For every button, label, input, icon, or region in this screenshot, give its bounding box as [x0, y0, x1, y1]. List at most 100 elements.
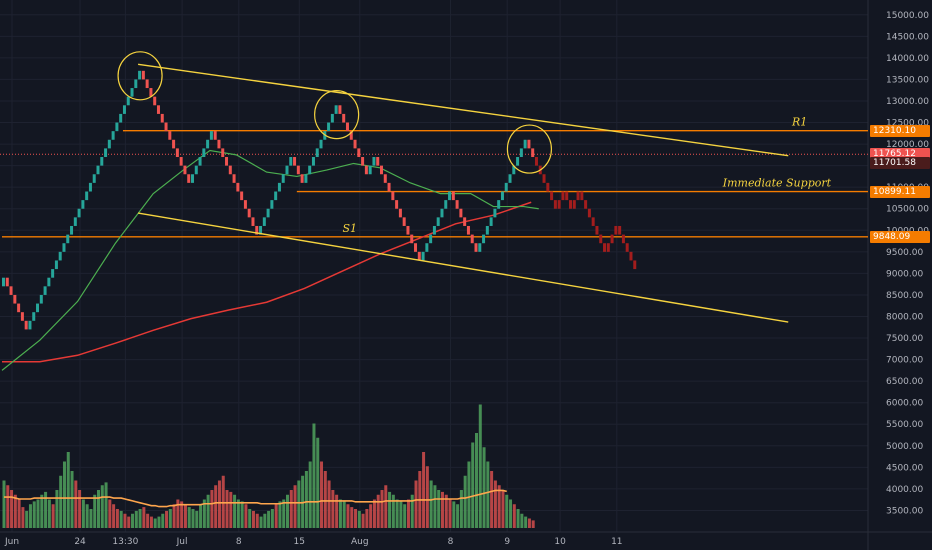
- volume-bar: [354, 509, 358, 528]
- volume-bar: [448, 499, 452, 528]
- renko-brick: [338, 105, 342, 114]
- projection-brick: [584, 200, 588, 209]
- projection-brick: [572, 200, 576, 209]
- renko-brick: [2, 277, 5, 287]
- y-tick-label: 14500.00: [886, 32, 929, 42]
- renko-brick: [421, 251, 425, 261]
- renko-brick: [478, 243, 482, 252]
- volume-bar: [512, 504, 516, 528]
- renko-brick: [28, 320, 32, 330]
- renko-brick: [531, 148, 535, 158]
- renko-brick: [66, 234, 70, 244]
- volume-bar: [516, 509, 520, 528]
- renko-brick: [383, 174, 387, 183]
- renko-brick: [504, 182, 508, 192]
- volume-bar: [274, 504, 278, 528]
- volume-bar: [233, 494, 237, 528]
- peak-circle: [117, 51, 163, 101]
- renko-brick: [293, 157, 297, 166]
- volume-bar: [350, 507, 354, 528]
- projection-brick: [569, 200, 572, 209]
- projection-brick: [625, 243, 629, 252]
- volume-bar: [2, 480, 6, 528]
- volume-bar: [422, 452, 426, 528]
- renko-brick: [232, 174, 236, 183]
- renko-brick: [251, 217, 255, 226]
- renko-brick: [107, 139, 111, 149]
- projection-brick: [599, 234, 603, 244]
- volume-bar: [403, 504, 407, 528]
- x-tick-label: 13:30: [112, 537, 138, 547]
- volume-bar: [437, 490, 441, 528]
- projection-brick: [618, 225, 622, 235]
- volume-bar: [308, 461, 312, 528]
- renko-brick: [500, 191, 504, 201]
- renko-brick: [115, 122, 119, 132]
- projection-brick: [629, 251, 633, 261]
- renko-brick: [448, 191, 452, 201]
- renko-brick: [451, 191, 455, 201]
- renko-brick: [198, 157, 202, 166]
- volume-bar: [509, 499, 513, 528]
- y-tick-label: 7500.00: [886, 334, 923, 344]
- volume-bar: [372, 499, 376, 528]
- renko-brick: [81, 200, 85, 209]
- volume-bar: [331, 490, 335, 528]
- volume-bar: [89, 509, 93, 528]
- volume-bar: [25, 510, 29, 528]
- renko-brick: [466, 225, 470, 235]
- y-tick-label: 10500.00: [886, 205, 929, 215]
- renko-brick: [126, 96, 130, 106]
- trendline: [137, 212, 789, 323]
- renko-brick: [353, 139, 357, 149]
- level-annotation: Immediate Support: [722, 177, 832, 190]
- renko-brick: [368, 165, 372, 175]
- renko-brick: [523, 139, 527, 149]
- volume-bar: [138, 509, 142, 528]
- volume-bar: [444, 494, 448, 528]
- volume-bar: [391, 494, 395, 528]
- projection-brick: [561, 191, 565, 201]
- projection-brick: [580, 191, 584, 201]
- volume-bar: [93, 494, 97, 528]
- volume-bar: [433, 485, 437, 528]
- renko-brick: [304, 174, 308, 183]
- volume-bar: [406, 499, 410, 528]
- volume-bar: [478, 404, 482, 528]
- renko-brick: [429, 234, 433, 244]
- volume-bar: [429, 480, 433, 528]
- y-tick-label: 8000.00: [886, 312, 923, 322]
- projection-brick: [614, 225, 618, 235]
- volume-bar: [425, 466, 429, 528]
- volume-bar: [312, 423, 316, 528]
- volume-bar: [187, 507, 191, 528]
- renko-brick: [497, 200, 501, 209]
- renko-brick: [9, 286, 13, 295]
- renko-brick: [70, 225, 74, 235]
- renko-brick: [414, 243, 418, 252]
- renko-brick: [73, 217, 77, 226]
- renko-brick: [432, 225, 436, 235]
- y-tick-label: 3500.00: [886, 506, 923, 516]
- volume-bar: [384, 485, 388, 528]
- projection-brick: [610, 234, 614, 244]
- volume-bar: [13, 494, 17, 528]
- renko-brick: [387, 182, 391, 192]
- renko-brick: [51, 269, 55, 278]
- volume-bar: [123, 513, 127, 528]
- volume-bar: [225, 490, 229, 528]
- renko-brick: [259, 225, 263, 235]
- renko-brick: [485, 225, 489, 235]
- volume-bar: [66, 452, 70, 528]
- volume-bar: [214, 485, 218, 528]
- renko-brick: [296, 165, 300, 175]
- x-tick-label: 9: [504, 537, 510, 547]
- volume-bar: [267, 510, 271, 528]
- projection-brick: [546, 182, 550, 192]
- volume-bar: [32, 501, 36, 528]
- renko-brick: [270, 200, 274, 209]
- renko-brick: [96, 165, 100, 175]
- level-price-tag: 9848.09: [870, 230, 930, 243]
- volume-bar: [452, 501, 456, 528]
